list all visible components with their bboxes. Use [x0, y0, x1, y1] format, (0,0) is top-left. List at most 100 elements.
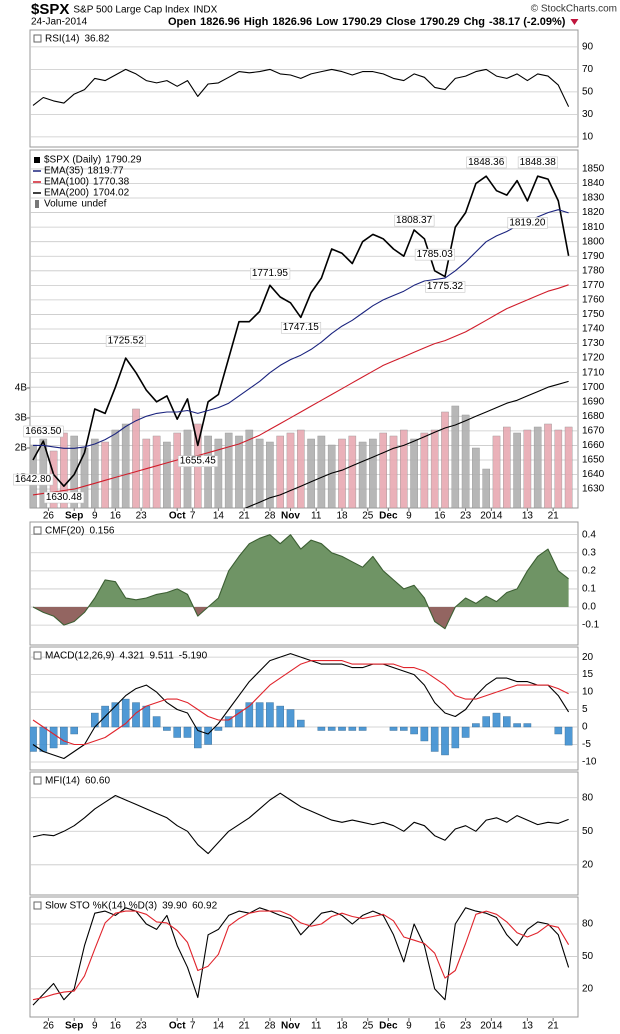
x-tick-label: 16	[110, 511, 122, 522]
quote-label: High	[244, 16, 269, 28]
bar	[80, 447, 89, 508]
y-tick-label: 1780	[582, 265, 605, 276]
x-tick-label: 23	[460, 511, 472, 522]
annotation-box	[425, 280, 466, 293]
y-tick-label: 1700	[582, 382, 605, 393]
annotation-box	[250, 267, 291, 280]
plot	[32, 792, 569, 855]
bar	[554, 726, 563, 735]
bar	[400, 726, 408, 731]
x-tick-label: Sep	[65, 511, 83, 522]
line	[32, 792, 569, 855]
bar	[39, 438, 48, 508]
bar	[513, 432, 521, 508]
quote-label: Close	[386, 16, 416, 28]
y-tick-label: -0.1	[582, 620, 600, 631]
annotation-box	[105, 335, 146, 347]
legend-value: 1704.02	[93, 188, 130, 199]
x-tick-label: 9	[92, 1021, 98, 1032]
y-tick-label: 0.2	[582, 565, 596, 576]
legend-value: 60.92	[192, 901, 217, 912]
y-tick-label: 15	[582, 669, 594, 680]
annotation: 1771.95	[252, 268, 289, 279]
annotation: 1848.38	[520, 157, 557, 168]
bar	[451, 405, 460, 508]
line	[32, 534, 569, 630]
annotation: 1642.80	[15, 474, 52, 485]
y-tick-label: 0.4	[582, 529, 596, 540]
line	[32, 175, 570, 487]
area-fill	[33, 534, 569, 629]
bar	[430, 429, 439, 508]
quote-value: -38.17 (-2.09%)	[489, 16, 566, 28]
bar	[121, 423, 130, 508]
y-tick-label: 1820	[582, 207, 605, 218]
y-tick-label: 1790	[582, 251, 605, 262]
line	[32, 910, 570, 1001]
bar	[358, 726, 367, 731]
x-tick-label: Oct	[169, 511, 186, 522]
bar	[327, 726, 336, 731]
annotation: 1819.20	[509, 217, 546, 228]
y-tick-label: 50	[582, 951, 594, 962]
y-tick-label: 90	[582, 42, 594, 53]
plot	[32, 907, 570, 1006]
y-tick-label: 10	[582, 687, 594, 698]
bar	[420, 726, 429, 742]
annotation: 1808.37	[396, 215, 433, 226]
bar	[523, 723, 532, 728]
legend-value: 9.511	[150, 651, 175, 662]
panel-title: CMF(20)	[45, 526, 84, 537]
legend-value: 39.90	[162, 901, 187, 912]
bar	[266, 702, 274, 728]
line	[32, 653, 570, 760]
bar	[163, 726, 171, 731]
bar	[472, 447, 480, 508]
y2-tick-label: 4B	[15, 383, 28, 394]
y-tick-label: 1840	[582, 178, 605, 189]
annotation: 1747.15	[283, 322, 320, 333]
y-tick-label: 0.1	[582, 584, 596, 595]
bar	[286, 709, 295, 728]
bar	[235, 435, 243, 508]
x-tick-label: 11	[311, 511, 322, 522]
bar	[297, 429, 305, 508]
annotation-box	[44, 491, 85, 504]
legend-value: 1790.29	[105, 155, 142, 166]
legend-label: EMA(100)	[44, 177, 89, 188]
plot	[32, 68, 570, 107]
bar	[204, 726, 212, 745]
y-tick-label: -10	[582, 757, 597, 768]
annotation: 1725.52	[108, 336, 145, 347]
plot	[32, 534, 569, 630]
bar	[30, 726, 37, 752]
bar	[327, 444, 336, 508]
y-tick-label: 50	[582, 826, 594, 837]
y2-tick-label: 3B	[15, 413, 28, 424]
panel-title: MACD(12,26,9)	[45, 651, 114, 662]
legend-label: EMA(200)	[44, 188, 89, 199]
bar	[90, 438, 99, 508]
bar	[245, 429, 254, 508]
bar	[266, 441, 274, 508]
x-tick-label: 14	[213, 1021, 225, 1032]
bar	[379, 432, 388, 508]
bar	[513, 723, 521, 728]
x-tick-label: 13	[522, 511, 534, 522]
annotation-box	[414, 248, 455, 261]
x-tick-label: 26	[43, 1021, 55, 1032]
bar	[224, 716, 233, 728]
bar	[39, 726, 48, 752]
y-tick-label: 1640	[582, 469, 605, 480]
y-tick-label: 20	[582, 652, 594, 663]
x-tick-label: 21	[239, 1021, 251, 1032]
quote-value: 1790.29	[342, 16, 382, 28]
annotation-box	[280, 321, 322, 334]
x-tick-label: 7	[190, 511, 196, 522]
symbol: $SPX	[31, 1, 69, 18]
bar	[70, 435, 78, 508]
bar	[307, 438, 315, 508]
bar	[461, 726, 470, 738]
y-tick-label: 1660	[582, 440, 605, 451]
